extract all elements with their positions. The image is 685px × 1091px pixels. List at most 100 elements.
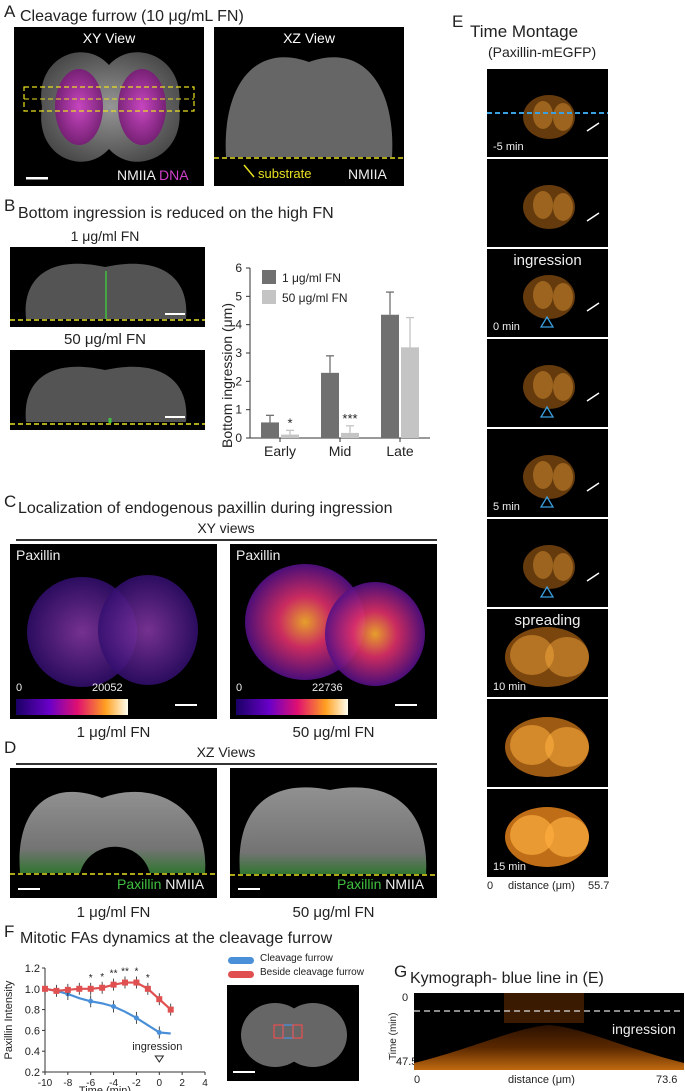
panel-f-letter: F bbox=[4, 922, 15, 941]
montage-frame-image bbox=[505, 627, 589, 687]
panel-a-substrate-label: substrate bbox=[258, 166, 312, 181]
chart-f-point bbox=[133, 1015, 139, 1021]
chart-f-point bbox=[144, 985, 151, 992]
chart-f-point bbox=[167, 1006, 174, 1013]
panel-g-x-right: 73.6 bbox=[656, 1074, 678, 1086]
montage-frame-title: spreading bbox=[514, 612, 581, 629]
panel-c-divider bbox=[16, 539, 437, 541]
panel-g-y-top: 0 bbox=[402, 992, 409, 1004]
chart-b-significance: * bbox=[287, 415, 292, 430]
panel-d-letter: D bbox=[4, 738, 17, 757]
panel-c-title: Localization of endogenous paxillin duri… bbox=[18, 500, 393, 517]
montage-frame: spreading 10 min bbox=[487, 609, 608, 697]
montage-frame bbox=[487, 699, 608, 787]
chart-b-category-label: Mid bbox=[329, 443, 352, 459]
montage-frame bbox=[487, 159, 608, 247]
panel-g-title: Kymograph- blue line in (E) bbox=[410, 970, 604, 987]
panel-d-left-image bbox=[10, 768, 217, 898]
montage-frame-time-label: 5 min bbox=[493, 501, 520, 513]
montage-frame: 15 min bbox=[487, 789, 608, 877]
chart-b-legend-label: 50 μg/ml FN bbox=[282, 291, 348, 305]
panel-f-cell-image bbox=[227, 985, 359, 1081]
montage-frame-image bbox=[523, 545, 600, 598]
panel-d-left-legend: Paxillin NMIIA bbox=[117, 876, 205, 892]
chart-f-ylabel: Paxillin Intensity bbox=[3, 980, 15, 1059]
legend-swatch-blue bbox=[228, 957, 254, 964]
panel-g-letter: G bbox=[394, 962, 408, 981]
chart-b-ytick-label: 3 bbox=[235, 346, 242, 360]
panel-a-nmiia-label-2: NMIIA bbox=[348, 166, 387, 182]
chart-f-ytick-label: 1.2 bbox=[25, 963, 40, 975]
panel-e-subtitle: (Paxillin-mEGFP) bbox=[488, 44, 597, 60]
montage-frame-image bbox=[523, 275, 600, 328]
montage-frame-time-label: -5 min bbox=[493, 141, 524, 153]
chart-f-point bbox=[64, 986, 71, 993]
chart-f-ytick-label: 1.0 bbox=[25, 984, 40, 996]
panel-a-letter: A bbox=[4, 2, 16, 21]
chart-f-ytick-label: 0.6 bbox=[25, 1025, 40, 1037]
chart-f-point bbox=[53, 987, 60, 994]
chart-b-significance: *** bbox=[342, 411, 357, 426]
chart-b-category-label: Late bbox=[386, 443, 413, 459]
chart-f-xlabel: Time (min) bbox=[79, 1085, 131, 1091]
panel-b-letter: B bbox=[4, 196, 16, 215]
montage-frame-image bbox=[487, 95, 608, 139]
panel-c-right-image bbox=[230, 544, 437, 719]
chart-f-ytick-label: 0.4 bbox=[25, 1046, 40, 1058]
panel-c-right-label: Paxillin bbox=[236, 547, 281, 563]
panel-g-kymograph bbox=[414, 993, 684, 1070]
panel-e-axis-mid: distance (μm) bbox=[508, 880, 575, 892]
chart-f-point bbox=[42, 985, 48, 992]
chart-b-bar bbox=[321, 372, 339, 438]
panel-b-title: Bottom ingression is reduced on the high… bbox=[18, 205, 334, 222]
chart-f-point bbox=[88, 998, 94, 1004]
panel-c-subtitle: XY views bbox=[197, 520, 255, 536]
panel-b-bar-chart: Bottom ingression (μm) 0 1 2 3 4 5 6 Early * Mid *… bbox=[219, 261, 430, 459]
panel-b-image-1 bbox=[10, 247, 205, 327]
chart-f-point bbox=[156, 996, 163, 1003]
chart-f-significance: * bbox=[100, 972, 104, 983]
panel-c-left-caption: 1 μg/ml FN bbox=[76, 724, 151, 741]
chart-f-annotation-arrow bbox=[154, 1055, 165, 1063]
panel-b-img1-label: 1 μg/ml FN bbox=[70, 228, 140, 244]
montage-frame bbox=[487, 519, 608, 607]
chart-b-ylabel: Bottom ingression (μm) bbox=[219, 303, 235, 448]
panel-e-title: Time Montage bbox=[470, 22, 579, 41]
chart-b-legend-swatch bbox=[262, 290, 276, 304]
panel-g-ylabel: Time (min) bbox=[388, 1012, 399, 1060]
panel-e-letter: E bbox=[452, 12, 464, 31]
chart-f-xtick-label: 2 bbox=[179, 1078, 185, 1089]
chart-f-significance: * bbox=[146, 973, 150, 984]
chart-b-bar bbox=[341, 432, 359, 438]
chart-f-point bbox=[110, 981, 117, 988]
panel-f-title: Mitotic FAs dynamics at the cleavage fur… bbox=[20, 930, 333, 947]
chart-f-significance: * bbox=[89, 973, 93, 984]
panel-d-right-image bbox=[230, 768, 437, 898]
montage-frame-time-label: 15 min bbox=[493, 861, 527, 873]
panel-c-right-caption: 50 μg/ml FN bbox=[292, 724, 375, 741]
montage-frame-time-label: 10 min bbox=[493, 681, 527, 693]
panel-a-title: Cleavage furrow (10 μg/mL FN) bbox=[20, 8, 244, 25]
panel-a-xy-title: XY View bbox=[82, 30, 136, 46]
panel-g-annotation: ingression bbox=[612, 1021, 676, 1037]
chart-b-ytick-label: 0 bbox=[235, 431, 242, 445]
chart-f-xtick-label: -6 bbox=[86, 1078, 95, 1089]
chart-b-bar bbox=[281, 434, 299, 438]
panel-c-right-max: 22736 bbox=[312, 682, 343, 694]
chart-f-point bbox=[76, 985, 83, 992]
legend-label-cleavage: Cleavage furrow bbox=[260, 953, 333, 964]
panel-b-img2-label: 50 μg/ml FN bbox=[64, 331, 146, 348]
panel-b-image-2 bbox=[10, 350, 205, 430]
chart-f-ytick-label: 0.8 bbox=[25, 1005, 40, 1017]
chart-f-point bbox=[87, 985, 94, 992]
panel-d-right-legend: Paxillin NMIIA bbox=[337, 876, 425, 892]
legend-label-beside: Beside cleavage furrow bbox=[260, 967, 364, 978]
chart-f-xtick-label: -10 bbox=[38, 1078, 53, 1089]
panel-c-left-max: 20052 bbox=[92, 682, 123, 694]
chart-f-point bbox=[122, 979, 128, 986]
panel-c-left-image bbox=[10, 544, 217, 719]
chart-b-ytick-label: 2 bbox=[235, 374, 242, 388]
montage-frame: 5 min bbox=[487, 429, 608, 517]
panel-d-right-caption: 50 μg/ml FN bbox=[292, 904, 375, 921]
chart-f-point bbox=[111, 1003, 117, 1009]
